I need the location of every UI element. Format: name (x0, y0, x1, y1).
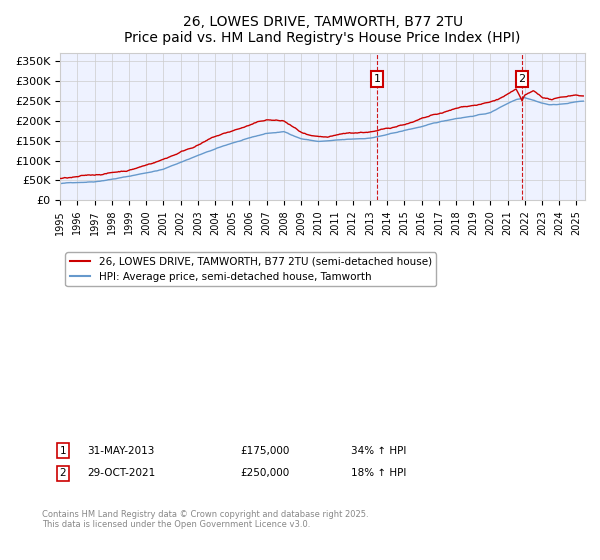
Text: 1: 1 (59, 446, 67, 456)
Text: 34% ↑ HPI: 34% ↑ HPI (351, 446, 406, 456)
Title: 26, LOWES DRIVE, TAMWORTH, B77 2TU
Price paid vs. HM Land Registry's House Price: 26, LOWES DRIVE, TAMWORTH, B77 2TU Price… (124, 15, 521, 45)
Text: Contains HM Land Registry data © Crown copyright and database right 2025.
This d: Contains HM Land Registry data © Crown c… (42, 510, 368, 529)
Text: 18% ↑ HPI: 18% ↑ HPI (351, 468, 406, 478)
Legend: 26, LOWES DRIVE, TAMWORTH, B77 2TU (semi-detached house), HPI: Average price, se: 26, LOWES DRIVE, TAMWORTH, B77 2TU (semi… (65, 253, 436, 286)
Text: £250,000: £250,000 (240, 468, 289, 478)
Text: £175,000: £175,000 (240, 446, 289, 456)
Text: 2: 2 (518, 74, 526, 84)
Text: 29-OCT-2021: 29-OCT-2021 (87, 468, 155, 478)
Text: 2: 2 (59, 468, 67, 478)
Text: 1: 1 (374, 74, 380, 84)
Text: 31-MAY-2013: 31-MAY-2013 (87, 446, 154, 456)
